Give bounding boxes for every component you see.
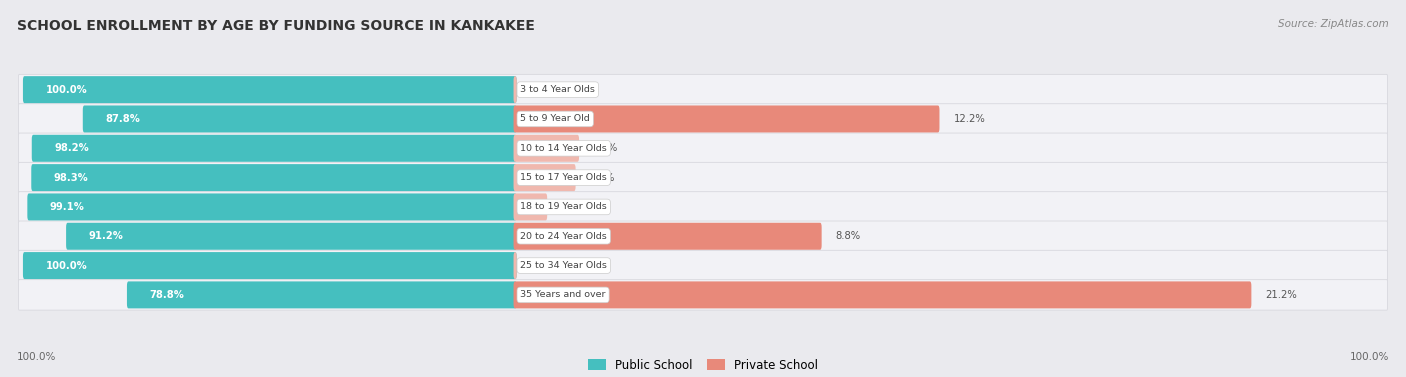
Text: 87.8%: 87.8% [105, 114, 141, 124]
FancyBboxPatch shape [27, 193, 516, 221]
FancyBboxPatch shape [18, 280, 1388, 310]
Text: 100.0%: 100.0% [45, 261, 87, 271]
FancyBboxPatch shape [18, 133, 1388, 164]
Text: 100.0%: 100.0% [1350, 352, 1389, 362]
FancyBboxPatch shape [18, 162, 1388, 193]
Text: 12.2%: 12.2% [953, 114, 986, 124]
Text: 10 to 14 Year Olds: 10 to 14 Year Olds [520, 144, 607, 153]
Text: 91.2%: 91.2% [89, 231, 124, 241]
FancyBboxPatch shape [18, 192, 1388, 222]
Text: 0.0%: 0.0% [531, 85, 555, 95]
FancyBboxPatch shape [18, 250, 1388, 281]
Text: Source: ZipAtlas.com: Source: ZipAtlas.com [1278, 19, 1389, 29]
Text: 5 to 9 Year Old: 5 to 9 Year Old [520, 115, 591, 123]
FancyBboxPatch shape [18, 104, 1388, 134]
Text: 0.88%: 0.88% [561, 202, 593, 212]
Text: 18 to 19 Year Olds: 18 to 19 Year Olds [520, 202, 607, 211]
Text: 20 to 24 Year Olds: 20 to 24 Year Olds [520, 232, 607, 241]
Text: 78.8%: 78.8% [149, 290, 184, 300]
FancyBboxPatch shape [513, 193, 547, 221]
Text: 35 Years and over: 35 Years and over [520, 290, 606, 299]
FancyBboxPatch shape [513, 223, 821, 250]
FancyBboxPatch shape [513, 281, 1251, 308]
FancyBboxPatch shape [513, 106, 939, 132]
FancyBboxPatch shape [18, 221, 1388, 251]
Text: 100.0%: 100.0% [45, 85, 87, 95]
FancyBboxPatch shape [83, 106, 516, 132]
Text: 99.1%: 99.1% [49, 202, 84, 212]
Text: 21.2%: 21.2% [1265, 290, 1298, 300]
FancyBboxPatch shape [66, 223, 516, 250]
FancyBboxPatch shape [513, 252, 517, 279]
Text: SCHOOL ENROLLMENT BY AGE BY FUNDING SOURCE IN KANKAKEE: SCHOOL ENROLLMENT BY AGE BY FUNDING SOUR… [17, 19, 534, 33]
FancyBboxPatch shape [22, 76, 516, 103]
Text: 3 to 4 Year Olds: 3 to 4 Year Olds [520, 85, 595, 94]
Text: 98.3%: 98.3% [53, 173, 89, 182]
FancyBboxPatch shape [127, 281, 516, 308]
Text: 8.8%: 8.8% [835, 231, 860, 241]
Text: 1.8%: 1.8% [593, 143, 619, 153]
Text: 15 to 17 Year Olds: 15 to 17 Year Olds [520, 173, 607, 182]
FancyBboxPatch shape [31, 164, 516, 191]
FancyBboxPatch shape [18, 74, 1388, 105]
Text: 100.0%: 100.0% [17, 352, 56, 362]
Text: 98.2%: 98.2% [55, 143, 89, 153]
FancyBboxPatch shape [513, 164, 575, 191]
Legend: Public School, Private School: Public School, Private School [583, 354, 823, 376]
Text: 0.0%: 0.0% [531, 261, 555, 271]
FancyBboxPatch shape [22, 252, 516, 279]
Text: 1.7%: 1.7% [589, 173, 614, 182]
FancyBboxPatch shape [32, 135, 516, 162]
FancyBboxPatch shape [513, 135, 579, 162]
Text: 25 to 34 Year Olds: 25 to 34 Year Olds [520, 261, 607, 270]
FancyBboxPatch shape [513, 76, 517, 103]
